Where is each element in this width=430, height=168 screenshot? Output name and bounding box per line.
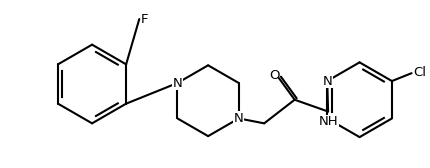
- Text: O: O: [269, 69, 279, 82]
- Text: NH: NH: [318, 115, 338, 129]
- Text: N: N: [234, 112, 244, 125]
- Text: N: N: [322, 75, 332, 88]
- Text: F: F: [141, 13, 148, 26]
- Text: Cl: Cl: [413, 66, 426, 79]
- Text: N: N: [172, 76, 182, 90]
